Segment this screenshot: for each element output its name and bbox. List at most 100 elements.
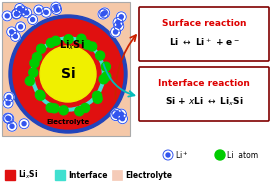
Circle shape (4, 92, 14, 102)
Text: Interface: Interface (68, 170, 108, 180)
Circle shape (51, 2, 61, 12)
Circle shape (103, 11, 107, 15)
Circle shape (6, 116, 10, 120)
Circle shape (64, 35, 73, 44)
Text: Surface reaction: Surface reaction (162, 19, 246, 29)
Circle shape (29, 68, 38, 77)
Circle shape (37, 8, 41, 12)
Circle shape (31, 18, 35, 22)
Circle shape (101, 62, 110, 71)
Circle shape (96, 51, 105, 60)
Circle shape (7, 117, 11, 121)
Circle shape (13, 34, 17, 38)
Bar (112, 170, 122, 180)
Circle shape (120, 117, 124, 121)
Circle shape (99, 75, 108, 84)
Circle shape (32, 53, 41, 62)
Circle shape (25, 11, 29, 15)
Circle shape (19, 119, 29, 129)
Circle shape (52, 5, 61, 15)
Text: Li$^+$: Li$^+$ (175, 149, 188, 161)
Circle shape (116, 109, 126, 119)
FancyBboxPatch shape (139, 67, 269, 121)
Circle shape (44, 10, 48, 14)
FancyBboxPatch shape (139, 7, 269, 61)
Circle shape (18, 6, 28, 16)
Text: Si: Si (61, 67, 75, 81)
Circle shape (119, 112, 123, 116)
Circle shape (116, 12, 126, 22)
Circle shape (10, 124, 14, 128)
Circle shape (98, 9, 108, 19)
Circle shape (114, 114, 118, 118)
Circle shape (10, 30, 14, 34)
Circle shape (22, 8, 32, 18)
Circle shape (114, 30, 118, 34)
Text: Li$_x$Si: Li$_x$Si (59, 39, 85, 52)
Circle shape (37, 44, 46, 53)
Circle shape (114, 21, 124, 31)
Circle shape (9, 15, 127, 133)
Bar (5, 170, 15, 180)
Circle shape (5, 14, 9, 18)
Circle shape (46, 38, 55, 47)
Circle shape (46, 103, 55, 112)
Circle shape (111, 27, 121, 37)
Circle shape (7, 121, 17, 131)
Circle shape (163, 150, 173, 160)
Circle shape (30, 59, 39, 68)
Circle shape (4, 114, 14, 124)
Circle shape (215, 150, 225, 160)
Text: Li$_x$Si: Li$_x$Si (18, 169, 38, 181)
Text: Li  atom: Li atom (227, 150, 258, 160)
Circle shape (13, 19, 123, 129)
Circle shape (2, 11, 12, 21)
Circle shape (102, 72, 111, 81)
Circle shape (17, 6, 22, 10)
Circle shape (88, 42, 97, 51)
Circle shape (25, 77, 34, 85)
Circle shape (117, 114, 127, 124)
Circle shape (3, 98, 13, 108)
Circle shape (19, 25, 23, 29)
Circle shape (93, 94, 102, 103)
Text: Li $\leftrightarrow$ Li$^+$ + e$^-$: Li $\leftrightarrow$ Li$^+$ + e$^-$ (168, 36, 239, 48)
Circle shape (36, 91, 45, 100)
Circle shape (14, 12, 18, 16)
Circle shape (82, 40, 91, 49)
Bar (55, 170, 65, 180)
Circle shape (81, 103, 90, 112)
Circle shape (14, 3, 25, 13)
Circle shape (3, 113, 13, 123)
Circle shape (7, 95, 11, 99)
Circle shape (51, 36, 60, 45)
Circle shape (35, 41, 101, 107)
Circle shape (10, 31, 20, 41)
Circle shape (50, 104, 59, 113)
Circle shape (34, 5, 44, 15)
Circle shape (112, 109, 122, 119)
Circle shape (116, 20, 120, 24)
Circle shape (35, 90, 44, 99)
Circle shape (93, 91, 102, 100)
Circle shape (22, 122, 26, 126)
Circle shape (7, 27, 17, 37)
Text: Electrolyte: Electrolyte (46, 119, 90, 125)
Circle shape (40, 46, 96, 102)
Circle shape (100, 8, 110, 18)
Circle shape (119, 15, 123, 19)
Circle shape (6, 101, 10, 105)
Circle shape (59, 106, 68, 115)
Circle shape (21, 9, 25, 13)
Bar (2, 2, 130, 136)
Circle shape (31, 37, 105, 111)
Circle shape (117, 24, 121, 28)
Circle shape (111, 111, 121, 121)
Circle shape (41, 7, 51, 17)
Circle shape (28, 15, 38, 25)
Circle shape (113, 17, 123, 27)
Circle shape (77, 34, 86, 43)
Circle shape (12, 9, 22, 19)
Circle shape (16, 22, 26, 32)
Circle shape (15, 12, 19, 16)
